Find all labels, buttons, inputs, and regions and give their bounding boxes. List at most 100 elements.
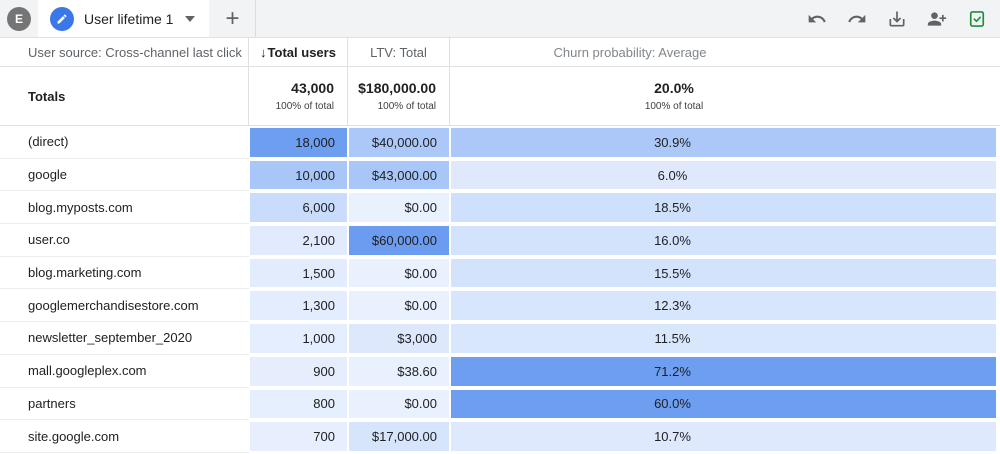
users-cell: 18,000: [249, 126, 348, 159]
ltv-cell: $60,000.00: [348, 224, 450, 257]
row-label[interactable]: partners: [0, 388, 249, 421]
heat-cell[interactable]: 900: [250, 356, 347, 386]
tab-label: User lifetime 1: [84, 10, 174, 27]
ltv-cell: $38.60: [348, 355, 450, 388]
totals-label: Totals: [0, 67, 249, 125]
row-label[interactable]: google: [0, 159, 249, 192]
heat-cell[interactable]: 60.0%: [451, 389, 996, 419]
heat-cell[interactable]: 10.7%: [451, 422, 996, 451]
avatar[interactable]: E: [7, 6, 31, 31]
download-icon[interactable]: [886, 8, 908, 30]
row-label[interactable]: mall.googleplex.com: [0, 355, 249, 388]
heat-cell[interactable]: 18.5%: [451, 193, 996, 223]
users-cell: 1,000: [249, 322, 348, 355]
churn-cell: 6.0%: [450, 159, 1000, 192]
users-cell: 6,000: [249, 191, 348, 224]
row-label[interactable]: newsletter_september_2020: [0, 322, 249, 355]
churn-cell: 18.5%: [450, 191, 1000, 224]
heat-cell[interactable]: 700: [250, 422, 347, 451]
churn-cell: 15.5%: [450, 257, 1000, 290]
totals-users-percent: 100% of total: [275, 101, 334, 112]
heat-cell[interactable]: $38.60: [349, 356, 449, 386]
heat-cell[interactable]: 11.5%: [451, 324, 996, 353]
table-row: mall.googleplex.com 900 $38.60 71.2%: [0, 355, 1000, 388]
totals-ltv-percent: 100% of total: [377, 101, 436, 112]
heat-cell[interactable]: 18,000: [250, 128, 347, 157]
row-label[interactable]: googlemerchandisestore.com: [0, 289, 249, 323]
table-row: google 10,000 $43,000.00 6.0%: [0, 159, 1000, 192]
totals-churn-cell: 20.0% 100% of total: [450, 67, 1000, 125]
table-header-row: User source: Cross-channel last click ↓ …: [0, 38, 1000, 67]
ltv-cell: $0.00: [348, 257, 450, 290]
column-header-total-users-label: Total users: [267, 44, 336, 60]
column-header-churn[interactable]: Churn probability: Average: [553, 44, 707, 60]
users-cell: 900: [249, 355, 348, 388]
tab-user-lifetime[interactable]: User lifetime 1: [38, 0, 210, 37]
heat-cell[interactable]: 16.0%: [451, 226, 996, 255]
sort-descending-icon: ↓: [260, 44, 267, 60]
add-tab-button[interactable]: +: [225, 4, 240, 32]
heat-cell[interactable]: $40,000.00: [349, 128, 449, 157]
redo-icon[interactable]: [846, 8, 868, 30]
ltv-cell: $43,000.00: [348, 159, 450, 192]
heat-cell[interactable]: $0.00: [349, 389, 449, 419]
heat-cell[interactable]: $60,000.00: [349, 226, 449, 255]
row-label[interactable]: (direct): [0, 126, 249, 159]
heat-cell[interactable]: 1,300: [250, 291, 347, 321]
totals-churn-percent: 100% of total: [644, 101, 704, 112]
ltv-cell: $0.00: [348, 191, 450, 224]
heat-cell[interactable]: 30.9%: [451, 128, 996, 157]
totals-users-cell: 43,000 100% of total: [249, 67, 348, 125]
heat-cell[interactable]: $17,000.00: [349, 422, 449, 451]
totals-row: Totals 43,000 100% of total $180,000.00 …: [0, 67, 1000, 126]
heat-cell[interactable]: 2,100: [250, 226, 347, 255]
table-row: blog.myposts.com 6,000 $0.00 18.5%: [0, 191, 1000, 225]
heat-cell[interactable]: 1,500: [250, 258, 347, 288]
table-row: site.google.com 700 $17,000.00 10.7%: [0, 420, 1000, 453]
heat-cell[interactable]: $0.00: [349, 258, 449, 288]
users-cell: 1,300: [249, 289, 348, 322]
table-row: partners 800 $0.00 60.0%: [0, 388, 1000, 421]
pencil-icon[interactable]: [50, 6, 74, 31]
row-label[interactable]: blog.marketing.com: [0, 257, 249, 290]
table-row: user.co 2,100 $60,000.00 16.0%: [0, 224, 1000, 257]
column-header-user-source[interactable]: User source: Cross-channel last click: [0, 38, 249, 66]
heat-cell[interactable]: $3,000: [349, 324, 449, 353]
heat-cell[interactable]: 1,000: [250, 324, 347, 353]
undo-icon[interactable]: [806, 8, 828, 30]
heat-cell[interactable]: 800: [250, 389, 347, 419]
row-label[interactable]: site.google.com: [0, 420, 249, 453]
toolbar-divider: [255, 0, 257, 37]
export-to-sheets-icon[interactable]: [966, 8, 988, 30]
toolbar: E User lifetime 1 +: [0, 0, 1000, 38]
table-row: newsletter_september_2020 1,000 $3,000 1…: [0, 322, 1000, 355]
row-label[interactable]: user.co: [0, 224, 249, 257]
heat-cell[interactable]: 12.3%: [451, 291, 996, 321]
heat-cell[interactable]: $43,000.00: [349, 160, 449, 190]
churn-cell: 60.0%: [450, 388, 1000, 421]
churn-cell: 30.9%: [450, 126, 1000, 159]
table-row: googlemerchandisestore.com 1,300 $0.00 1…: [0, 289, 1000, 323]
ltv-cell: $0.00: [348, 388, 450, 421]
heat-cell[interactable]: $0.00: [349, 193, 449, 223]
users-cell: 10,000: [249, 159, 348, 192]
heat-cell[interactable]: $0.00: [349, 291, 449, 321]
heat-cell[interactable]: 6,000: [250, 193, 347, 223]
churn-cell: 71.2%: [450, 355, 1000, 388]
churn-cell: 16.0%: [450, 224, 1000, 257]
row-label[interactable]: blog.myposts.com: [0, 191, 249, 225]
column-header-total-users[interactable]: ↓ Total users: [249, 38, 348, 66]
users-cell: 1,500: [249, 257, 348, 290]
heat-cell[interactable]: 15.5%: [451, 258, 996, 288]
heat-cell[interactable]: 10,000: [250, 160, 347, 190]
churn-cell: 10.7%: [450, 420, 1000, 453]
add-users-icon[interactable]: [926, 8, 948, 30]
users-cell: 700: [249, 420, 348, 453]
heat-cell[interactable]: 6.0%: [451, 160, 996, 190]
heat-cell[interactable]: 71.2%: [451, 356, 996, 386]
totals-ltv-cell: $180,000.00 100% of total: [348, 67, 450, 125]
table-row: blog.marketing.com 1,500 $0.00 15.5%: [0, 257, 1000, 290]
totals-users-value: 43,000: [291, 80, 334, 96]
column-header-ltv[interactable]: LTV: Total: [348, 38, 450, 66]
chevron-down-icon[interactable]: [185, 15, 196, 22]
